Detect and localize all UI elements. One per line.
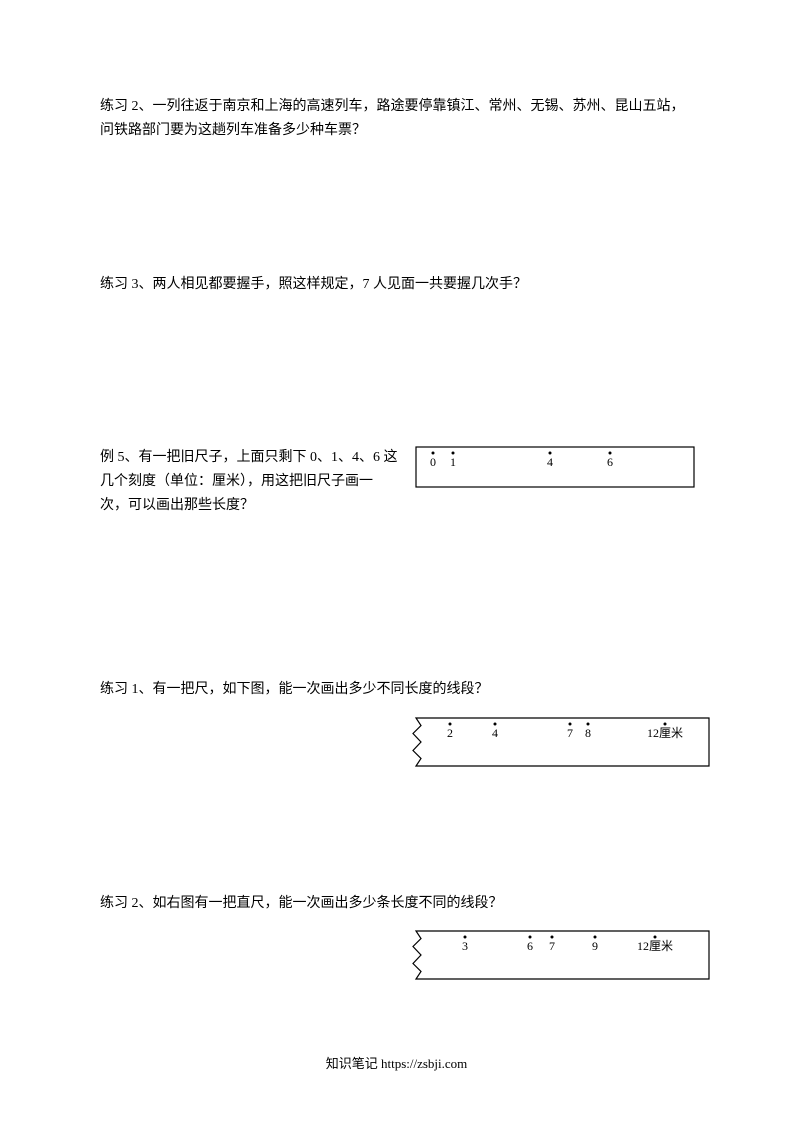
problem-2b-text: 练习 2、如右图有一把直尺，能一次画出多少条长度不同的线段？: [100, 892, 693, 916]
svg-text:7: 7: [549, 939, 555, 953]
problem-3-text: 练习 3、两人相见都要握手，照这样规定，7 人见面一共要握几次手？: [100, 273, 693, 297]
ruler-svg-p2b: 3 6 7 9 12厘米: [410, 930, 710, 980]
ruler-figure-p2b: 3 6 7 9 12厘米: [410, 930, 693, 980]
svg-text:6: 6: [527, 939, 533, 953]
svg-text:9: 9: [592, 939, 598, 953]
ruler-figure-p1b: 2 4 78 12厘米: [410, 717, 693, 767]
ruler-svg-ex5: 01 4 6: [415, 446, 695, 488]
spacer: [100, 538, 693, 678]
spacer: [100, 316, 693, 446]
svg-text:3: 3: [462, 939, 468, 953]
svg-text:12厘米: 12厘米: [637, 939, 673, 953]
spacer: [100, 787, 693, 892]
ruler-svg-p1b: 2 4 78 12厘米: [410, 717, 710, 767]
problem-3: 练习 3、两人相见都要握手，照这样规定，7 人见面一共要握几次手？: [100, 273, 693, 297]
problem-2b: 练习 2、如右图有一把直尺，能一次画出多少条长度不同的线段？ 3 6 7 9 12厘米: [100, 892, 693, 981]
svg-text:4: 4: [547, 455, 553, 469]
footer-text: 知识笔记 https://zsbji.com: [326, 1056, 468, 1071]
example-5-text: 例 5、有一把旧尺子，上面只剩下 0、1、4、6 这几个刻度（单位：厘米），用这…: [100, 446, 400, 517]
ruler-figure-ex5: 01 4 6: [415, 446, 695, 488]
problem-1b-text: 练习 1、有一把尺，如下图，能一次画出多少不同长度的线段？: [100, 678, 693, 702]
svg-text:7: 7: [567, 726, 573, 740]
page-content: 练习 2、一列往返于南京和上海的高速列车，路途要停靠镇江、常州、无锡、苏州、昆山…: [0, 0, 793, 980]
spacer: [100, 163, 693, 273]
page-footer: 知识笔记 https://zsbji.com: [0, 1053, 793, 1072]
svg-text:12厘米: 12厘米: [647, 726, 683, 740]
problem-2a: 练习 2、一列往返于南京和上海的高速列车，路途要停靠镇江、常州、无锡、苏州、昆山…: [100, 95, 693, 143]
problem-2a-text: 练习 2、一列往返于南京和上海的高速列车，路途要停靠镇江、常州、无锡、苏州、昆山…: [100, 95, 693, 143]
svg-text:0: 0: [430, 455, 436, 469]
example-5: 例 5、有一把旧尺子，上面只剩下 0、1、4、6 这几个刻度（单位：厘米），用这…: [100, 446, 693, 517]
svg-text:8: 8: [585, 726, 591, 740]
svg-text:4: 4: [492, 726, 498, 740]
svg-text:2: 2: [447, 726, 453, 740]
svg-text:1: 1: [450, 455, 456, 469]
svg-text:6: 6: [607, 455, 613, 469]
problem-1b: 练习 1、有一把尺，如下图，能一次画出多少不同长度的线段？ 2 4 78 12厘米: [100, 678, 693, 767]
